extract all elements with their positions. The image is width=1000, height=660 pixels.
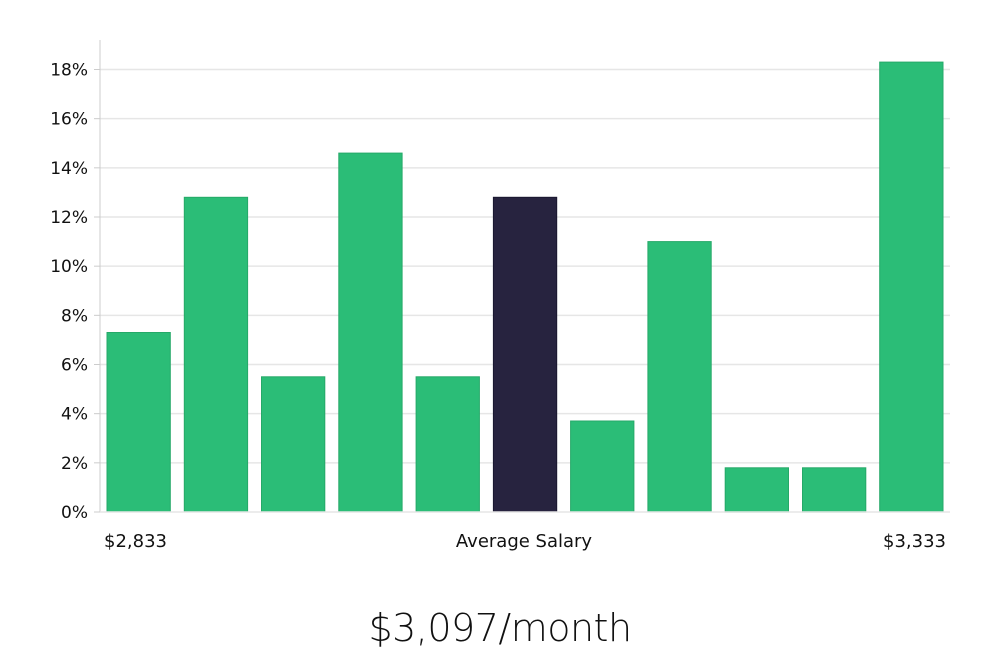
- y-tick-label: 10%: [50, 257, 88, 277]
- bar: [724, 467, 790, 513]
- bar: [183, 196, 249, 513]
- y-tick-label: 6%: [61, 356, 88, 376]
- y-tick-label: 18%: [50, 61, 88, 81]
- x-axis-title: Average Salary: [456, 531, 593, 552]
- bar: [647, 241, 712, 513]
- y-tick-label: 8%: [61, 306, 88, 326]
- bar: [879, 61, 944, 513]
- y-tick-label: 12%: [50, 208, 88, 228]
- bar: [106, 332, 171, 513]
- x-max-label: $3,333: [883, 531, 946, 552]
- y-tick-label: 14%: [50, 159, 88, 179]
- bar: [261, 376, 326, 513]
- bar: [338, 152, 403, 513]
- average-salary-value: $3,097/month: [368, 606, 632, 650]
- bar-highlighted: [492, 196, 558, 513]
- bar: [415, 376, 480, 513]
- bar: [570, 420, 635, 513]
- x-min-label: $2,833: [104, 531, 167, 552]
- bar: [802, 467, 867, 513]
- salary-distribution-chart: 0% 2% 4% 6% 8% 10% 12% 14% 16% 18% $2,833 Average…: [50, 40, 950, 552]
- y-tick-label: 16%: [50, 110, 88, 130]
- bars: [106, 61, 944, 513]
- y-tick-label: 2%: [61, 454, 88, 474]
- y-axis-ticks: 0% 2% 4% 6% 8% 10% 12% 14% 16% 18%: [50, 61, 100, 523]
- y-tick-label: 4%: [61, 405, 88, 425]
- y-tick-label: 0%: [61, 503, 88, 523]
